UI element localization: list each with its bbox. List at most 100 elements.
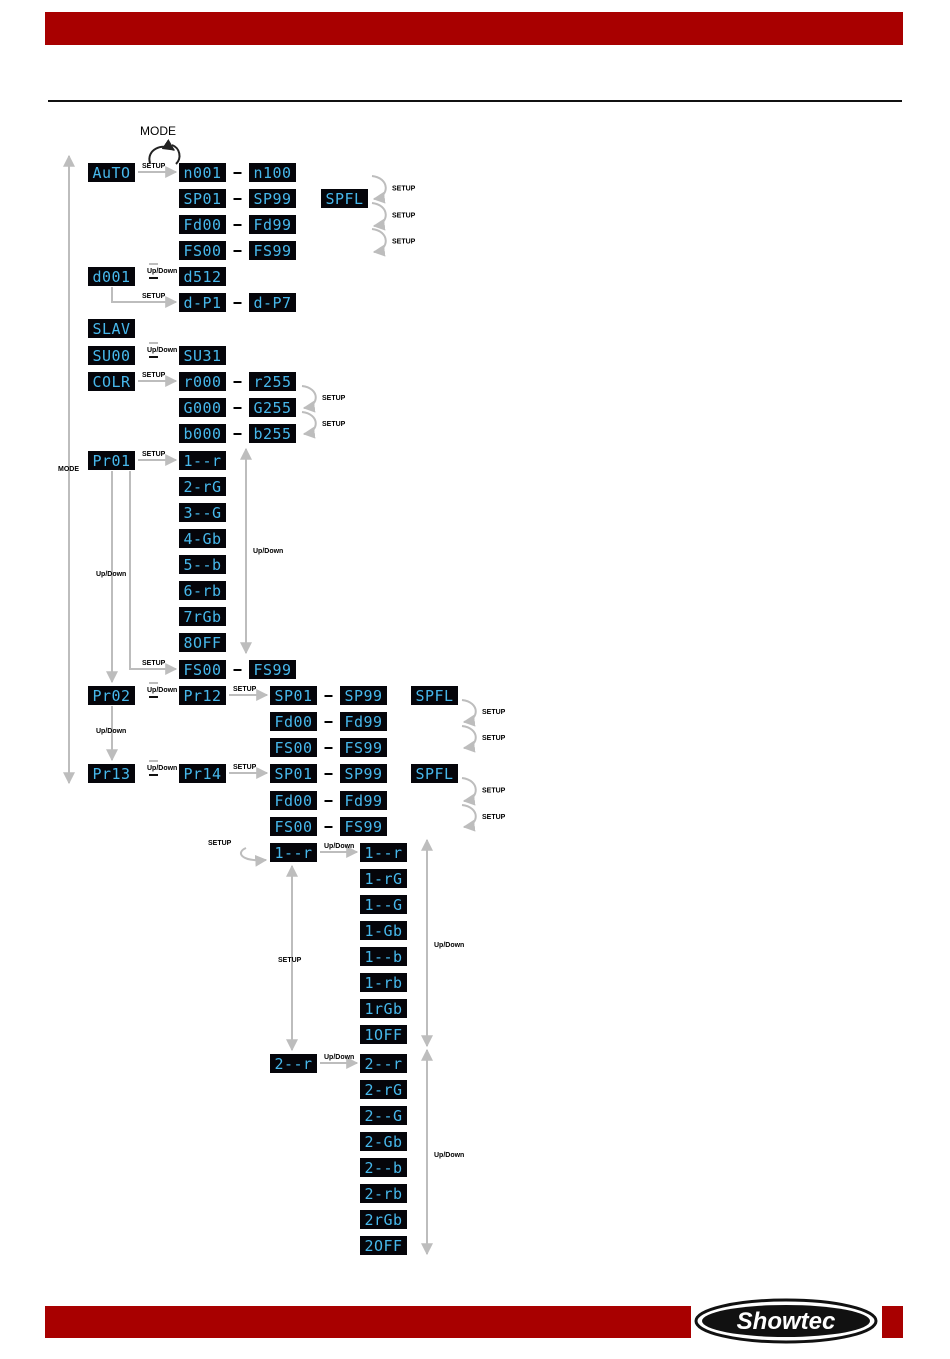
pr14-loop-2 <box>461 804 477 832</box>
updown-mark-down <box>149 356 158 358</box>
lcd-text: G000 <box>183 399 221 417</box>
lcd-text: 1rGb <box>364 1000 402 1018</box>
lcd-text: FS99 <box>344 818 382 836</box>
lcd-text: 2--r <box>274 1055 312 1073</box>
dmx-setup-arrow <box>111 287 178 308</box>
step1-updown-arrow-label: Up/Down <box>324 843 354 850</box>
lcd-display-s2a: 2--r <box>360 1054 407 1073</box>
spfl-loop-1 <box>371 175 387 204</box>
mode-cycle-arrow <box>148 139 175 164</box>
pr01-fs-setup-label: SETUP <box>142 660 166 667</box>
auto-setup-arrow-label: SETUP <box>142 163 166 170</box>
updown-label: Up/Down <box>147 268 177 275</box>
lcd-text: 1--r <box>274 844 312 862</box>
spfl-loop-2-label: SETUP <box>392 213 416 220</box>
lcd-display-sp01c: SP01 <box>270 764 317 783</box>
lcd-display-sp01a: SP01 <box>179 189 226 208</box>
lcd-display-c5: 5--b <box>179 555 226 574</box>
lcd-display-colr: COLR <box>88 372 135 391</box>
lcd-text: COLR <box>92 373 131 391</box>
lcd-display-s1: 1--r <box>270 843 317 862</box>
color-setup-arrow-label: SETUP <box>142 372 166 379</box>
pr12-loop-1 <box>461 699 477 727</box>
range-dash <box>324 800 333 802</box>
lcd-display-fd00b: Fd00 <box>270 712 317 731</box>
lcd-text: FS00 <box>274 818 312 836</box>
lcd-display-s2c: 2--G <box>360 1106 407 1125</box>
lcd-display-s2b: 2-rG <box>360 1080 407 1099</box>
pr01-fs-arrow <box>129 471 178 675</box>
lcd-display-fs00b: FS00 <box>179 660 226 679</box>
lcd-display-fs00a: FS00 <box>179 241 226 260</box>
lcd-text: r255 <box>253 373 291 391</box>
lcd-display-sp99c: SP99 <box>340 764 387 783</box>
color-loop-2-label: SETUP <box>322 421 346 428</box>
lcd-text: 2--G <box>364 1107 402 1125</box>
lcd-display-s1f: 1-rb <box>360 973 407 992</box>
lcd-text: 1OFF <box>364 1026 402 1044</box>
lcd-text: SLAV <box>92 320 130 338</box>
lcd-text: SP01 <box>183 190 221 208</box>
lcd-text: AuTO <box>92 164 130 182</box>
lcd-display-s1b: 1-rG <box>360 869 407 888</box>
lcd-text: d001 <box>92 268 130 286</box>
range-dash <box>324 773 333 775</box>
pr12-setup-arrow-label: SETUP <box>233 686 257 693</box>
lcd-display-n001: n001 <box>179 163 226 182</box>
logo-text: Showtec <box>737 1308 836 1335</box>
pr14-loop-1-label: SETUP <box>482 788 506 795</box>
lcd-display-s1e: 1--b <box>360 947 407 966</box>
pr12-loop-1-label: SETUP <box>482 709 506 716</box>
lcd-text: d512 <box>183 268 221 286</box>
lcd-text: 4-Gb <box>183 530 221 548</box>
lcd-display-d512: d512 <box>179 267 226 286</box>
lcd-text: Pr14 <box>183 765 221 783</box>
color-loop-1 <box>301 385 317 413</box>
step2-updown-arrow-label: Up/Down <box>324 1054 354 1061</box>
spfl-loop-2 <box>371 202 387 231</box>
lcd-display-fs00c: FS00 <box>270 738 317 757</box>
lcd-display-pr14: Pr14 <box>179 764 226 783</box>
showtec-logo: Showtec <box>694 1298 878 1344</box>
lcd-text: 1-rb <box>364 974 402 992</box>
lcd-text: Fd99 <box>344 713 382 731</box>
lcd-text: SP01 <box>274 765 312 783</box>
step-setup-arrow <box>240 847 268 867</box>
pr02-to-pr13-label: Up/Down <box>96 728 126 735</box>
lcd-display-fs99d: FS99 <box>340 817 387 836</box>
lcd-display-c4: 4-Gb <box>179 529 226 548</box>
updown-mark-up <box>149 682 158 684</box>
lcd-text: 2--b <box>364 1159 402 1177</box>
lcd-text: SP99 <box>344 765 382 783</box>
lcd-display-c7: 7rGb <box>179 607 226 626</box>
lcd-display-c6: 6-rb <box>179 581 226 600</box>
lcd-display-s2f: 2-rb <box>360 1184 407 1203</box>
lcd-display-n100: n100 <box>249 163 296 182</box>
lcd-text: SPFL <box>415 765 453 783</box>
lcd-display-pr01: Pr01 <box>88 451 135 470</box>
range-dash <box>324 747 333 749</box>
color-loop-1-label: SETUP <box>322 395 346 402</box>
lcd-display-r000: r000 <box>179 372 226 391</box>
lcd-text: FS00 <box>183 661 221 679</box>
pr14-loop-1 <box>461 777 477 806</box>
lcd-display-fd99c: Fd99 <box>340 791 387 810</box>
lcd-text: SPFL <box>325 190 363 208</box>
lcd-text: 3--G <box>183 504 221 522</box>
lcd-text: SP01 <box>274 687 312 705</box>
updown-mark-down <box>149 774 158 776</box>
footer-bar-end <box>882 1306 903 1338</box>
pr12-loop-2-label: SETUP <box>482 735 506 742</box>
lcd-display-s2e: 2--b <box>360 1158 407 1177</box>
lcd-text: b255 <box>253 425 291 443</box>
range-dash <box>233 302 242 304</box>
lcd-display-fd00c: Fd00 <box>270 791 317 810</box>
menu-structure-diagram: MODE MODE SETUP SETUP SETUP SETUP Up/Down SET… <box>58 124 506 1256</box>
range-dash <box>324 695 333 697</box>
lcd-text: 2OFF <box>364 1237 402 1255</box>
lcd-text: G255 <box>253 399 291 417</box>
spfl-loop-3-label: SETUP <box>392 239 416 246</box>
updown-label: Up/Down <box>147 687 177 694</box>
lcd-display-su31: SU31 <box>179 346 226 365</box>
mode-cycle-arrow-tail <box>171 144 181 165</box>
